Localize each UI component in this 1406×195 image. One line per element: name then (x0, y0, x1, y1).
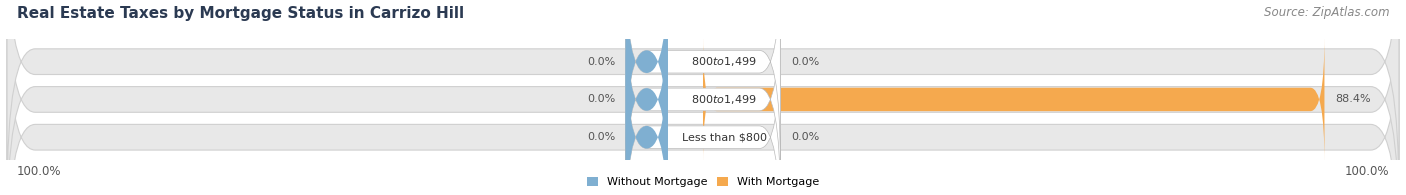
Text: Real Estate Taxes by Mortgage Status in Carrizo Hill: Real Estate Taxes by Mortgage Status in … (17, 6, 464, 21)
FancyBboxPatch shape (7, 0, 1399, 195)
FancyBboxPatch shape (7, 0, 1399, 195)
FancyBboxPatch shape (626, 0, 668, 164)
FancyBboxPatch shape (626, 35, 668, 195)
Text: 100.0%: 100.0% (1344, 165, 1389, 178)
Text: 88.4%: 88.4% (1336, 94, 1371, 105)
Text: 0.0%: 0.0% (586, 57, 616, 67)
Text: 100.0%: 100.0% (17, 165, 62, 178)
Text: 0.0%: 0.0% (790, 57, 820, 67)
Text: Source: ZipAtlas.com: Source: ZipAtlas.com (1264, 6, 1389, 19)
Text: 0.0%: 0.0% (790, 132, 820, 142)
FancyBboxPatch shape (626, 0, 780, 195)
Text: $800 to $1,499: $800 to $1,499 (692, 55, 756, 68)
FancyBboxPatch shape (7, 0, 1399, 195)
Text: Less than $800: Less than $800 (682, 132, 766, 142)
FancyBboxPatch shape (703, 36, 1324, 163)
Text: 0.0%: 0.0% (586, 94, 616, 105)
Text: $800 to $1,499: $800 to $1,499 (692, 93, 756, 106)
Legend: Without Mortgage, With Mortgage: Without Mortgage, With Mortgage (588, 177, 818, 188)
Text: 0.0%: 0.0% (586, 132, 616, 142)
FancyBboxPatch shape (626, 35, 780, 195)
FancyBboxPatch shape (626, 0, 668, 195)
FancyBboxPatch shape (626, 0, 780, 164)
